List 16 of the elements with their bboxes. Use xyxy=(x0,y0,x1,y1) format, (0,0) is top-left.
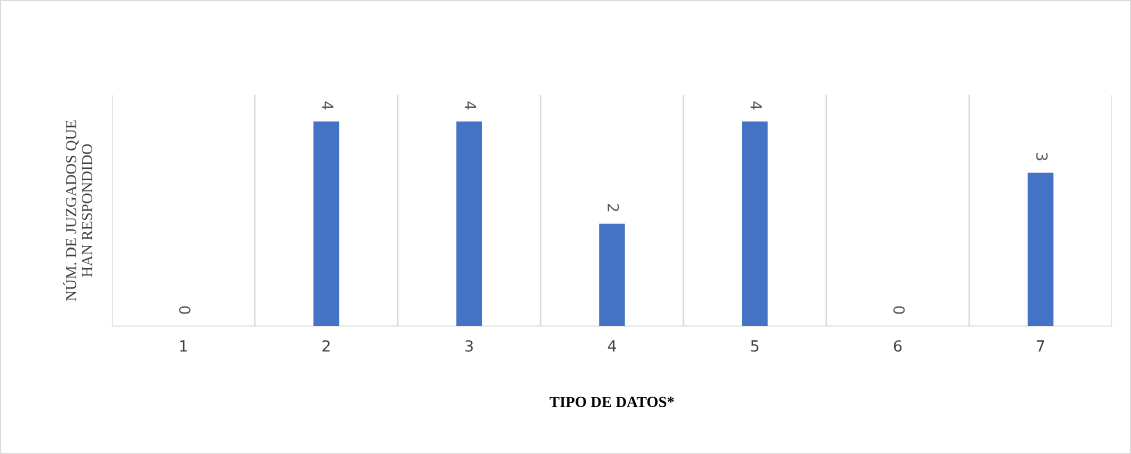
x-tick-label: 5 xyxy=(751,340,759,352)
y-axis-title: NÚM. DE JUZGADOS QUE HAN RESPONDIDO xyxy=(63,120,93,301)
data-label: 0 xyxy=(179,306,191,314)
x-tick-label: 6 xyxy=(893,340,902,352)
x-axis-title: TIPO DE DATOS* xyxy=(549,396,674,408)
data-label: 2 xyxy=(607,204,620,212)
data-label: 4 xyxy=(464,101,477,110)
x-tick-label: 3 xyxy=(465,340,473,352)
x-tick-label: 7 xyxy=(1036,340,1045,352)
x-tick-label: 4 xyxy=(607,340,616,352)
data-label: 4 xyxy=(750,101,762,110)
data-label: 3 xyxy=(1036,153,1048,161)
x-tick-label: 2 xyxy=(322,340,330,352)
data-label: 4 xyxy=(322,101,334,110)
x-tick-label: 1 xyxy=(180,340,187,352)
data-label: 0 xyxy=(893,306,905,314)
